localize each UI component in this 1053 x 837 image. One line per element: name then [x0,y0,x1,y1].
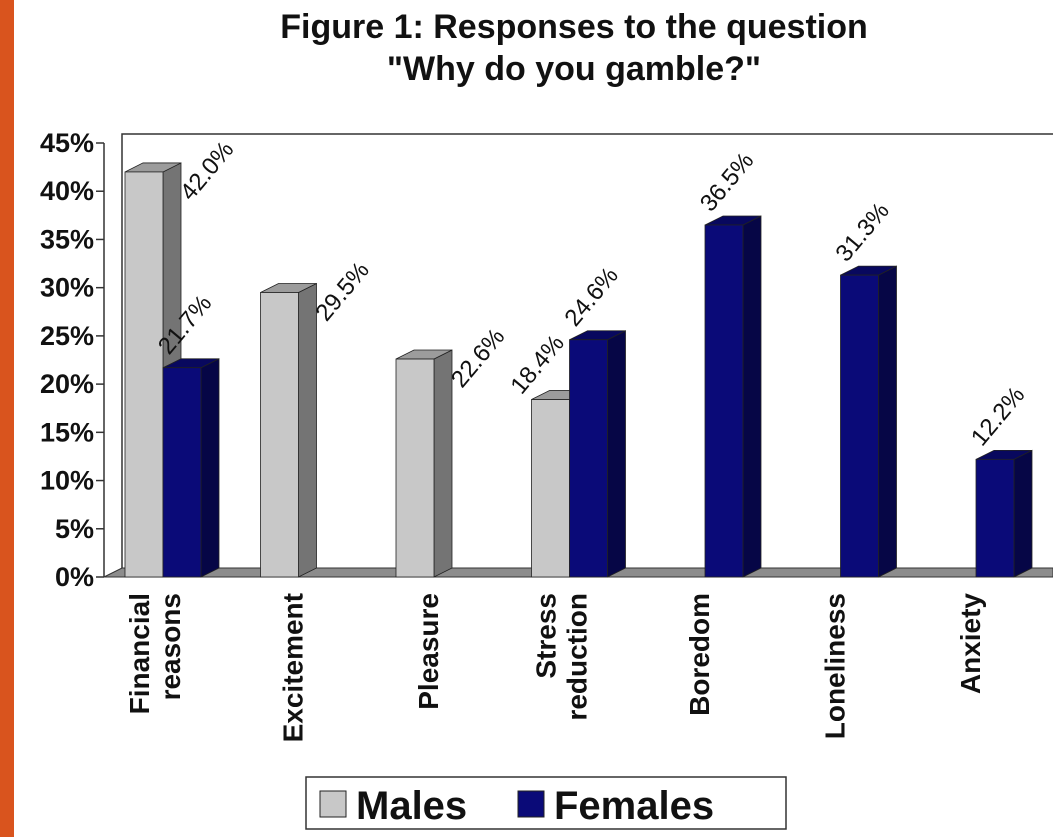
y-tick-label: 0% [55,562,94,592]
y-tick-label: 25% [40,321,94,351]
legend: Males Females [305,776,787,830]
y-tick-label: 30% [40,273,94,303]
bar-side [742,215,762,578]
data-label: 31.3% [830,197,894,266]
x-category-label: Financial reasons [124,593,186,714]
x-category-label: Loneliness [820,593,851,739]
chart-title: Figure 1: Responses to the question [280,8,868,46]
chart-canvas: Figure 1: Responses to the question "Why… [14,0,1053,837]
legend-label-males: Males [356,784,467,828]
chart-subtitle: "Why do you gamble?" [387,50,761,88]
x-tick-label: reasons [155,593,186,700]
x-category-label: Excitement [278,593,309,742]
legend-box [305,776,787,830]
bar-front [395,358,435,578]
bar-front [840,274,879,578]
bar-chart: Figure 1: Responses to the question "Why… [40,8,1053,830]
y-tick-label: 20% [40,369,94,399]
back-wall [121,133,1053,568]
y-tick-label: 10% [40,466,94,496]
bar-side [433,349,453,578]
x-tick-label: Excitement [278,593,309,742]
data-label: 12.2% [966,382,1030,451]
bar-side [298,282,317,578]
x-tick-label: Financial [124,593,155,714]
x-tick-label: Boredom [684,593,715,716]
x-category-label: Boredom [684,593,715,716]
data-label: 42.0% [175,136,239,205]
y-tick-label: 40% [40,176,94,206]
bar-side [1013,449,1033,578]
data-label: 24.6% [559,262,623,331]
x-category-label: Pleasure [413,593,444,710]
bar-front [124,171,164,578]
bar-side [607,330,626,578]
bar-side [200,358,220,578]
bar-males [395,349,453,578]
data-label: 18.4% [505,330,569,399]
bar-front [975,458,1015,578]
bar-front [569,339,608,578]
bar-females [840,265,897,578]
y-tick-label: 15% [40,417,94,447]
data-label: 36.5% [695,147,759,216]
plot-area: 0%5%10%15%20%25%30%35%40%45% 42.0%21.7%Fi… [40,128,1053,742]
bar-front [260,292,299,578]
bar-males [260,282,317,578]
data-label: 29.5% [310,257,374,326]
x-tick-label: reduction [562,593,593,721]
x-tick-label: Pleasure [413,593,444,710]
x-tick-label: Stress [531,593,562,679]
y-tick-label: 5% [55,514,94,544]
x-category-label: Anxiety [955,593,986,695]
bar-females [704,215,762,578]
y-tick-label: 35% [40,224,94,254]
bar-females [975,449,1033,578]
bar-females [162,358,220,578]
x-tick-label: Loneliness [820,593,851,739]
bar-front [704,224,744,578]
x-tick-label: Anxiety [955,593,986,695]
data-label: 22.6% [446,323,510,392]
bar-side [878,265,897,578]
legend-swatch-females [517,790,545,818]
bar-females [569,330,626,578]
bar-front [162,367,202,578]
legend-label-females: Females [554,784,714,828]
x-category-label: Stress reduction [531,593,593,721]
bar-front [531,399,570,578]
legend-swatch-males [319,790,347,818]
y-tick-label: 45% [40,128,94,158]
